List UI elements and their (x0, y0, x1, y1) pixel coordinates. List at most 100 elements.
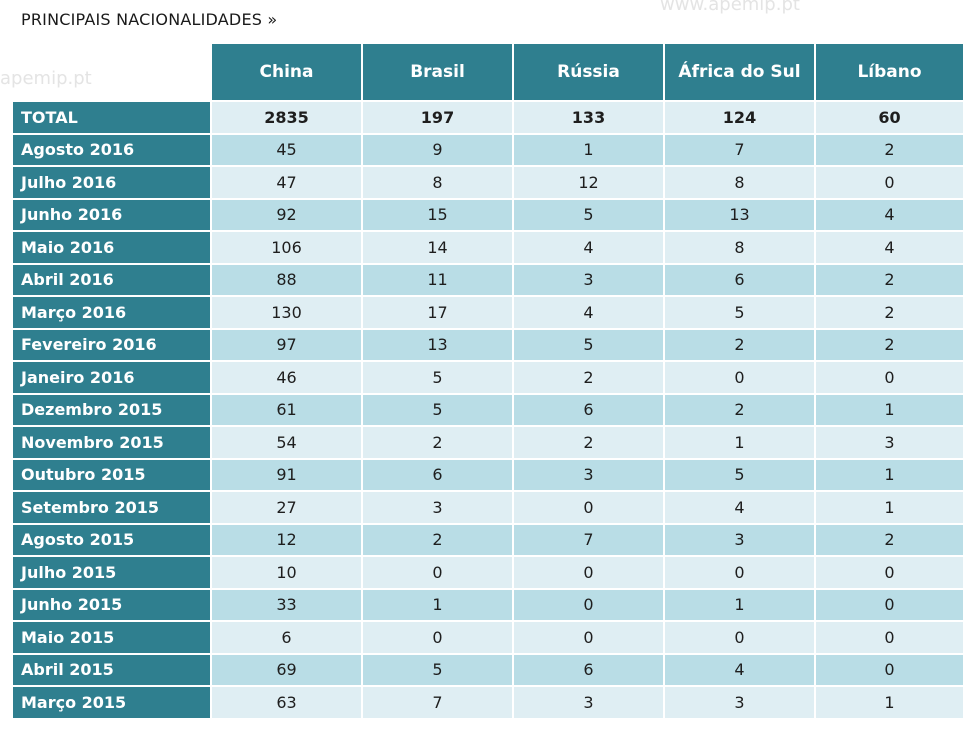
value-cell: 5 (363, 394, 514, 427)
row-label: Fevereiro 2016 (13, 329, 212, 362)
table-row: Abril 2015 69 5 6 4 0 (13, 654, 965, 687)
value-cell: 4 (665, 654, 816, 687)
row-label: Agosto 2015 (13, 524, 212, 557)
value-cell: 12 (514, 167, 665, 200)
nationalities-table: China Brasil Rússia África do Sul Líbano… (13, 44, 965, 720)
value-cell: 6 (514, 654, 665, 687)
table-body: TOTAL 2835 197 133 124 60 Agosto 2016 45 9 1 7 2 Jul… (13, 102, 965, 720)
row-label: Abril 2016 (13, 264, 212, 297)
value-cell: 2 (363, 524, 514, 557)
row-label: TOTAL (13, 102, 212, 135)
value-cell: 4 (816, 199, 965, 232)
corner-cell (13, 44, 212, 102)
table-row: Janeiro 2016 46 5 2 0 0 (13, 362, 965, 395)
column-header: China (212, 44, 363, 102)
value-cell: 47 (212, 167, 363, 200)
value-cell: 2 (816, 329, 965, 362)
value-cell: 5 (665, 459, 816, 492)
value-cell: 13 (363, 329, 514, 362)
value-cell: 3 (514, 459, 665, 492)
row-label: Abril 2015 (13, 654, 212, 687)
value-cell: 0 (363, 557, 514, 590)
table-row: Março 2015 63 7 3 3 1 (13, 687, 965, 720)
value-cell: 0 (665, 362, 816, 395)
value-cell: 3 (514, 264, 665, 297)
value-cell: 6 (363, 459, 514, 492)
value-cell: 1 (363, 589, 514, 622)
value-cell: 0 (514, 622, 665, 655)
watermark: apemip.pt (0, 68, 92, 89)
value-cell: 130 (212, 297, 363, 330)
value-cell: 3 (665, 524, 816, 557)
table-row: Maio 2015 6 0 0 0 0 (13, 622, 965, 655)
value-cell: 5 (363, 654, 514, 687)
row-label: Agosto 2016 (13, 134, 212, 167)
value-cell: 63 (212, 687, 363, 720)
row-label: Setembro 2015 (13, 492, 212, 525)
value-cell: 0 (514, 492, 665, 525)
value-cell: 2 (816, 524, 965, 557)
column-header: Rússia (514, 44, 665, 102)
value-cell: 3 (514, 687, 665, 720)
value-cell: 0 (514, 589, 665, 622)
value-cell: 17 (363, 297, 514, 330)
value-cell: 3 (665, 687, 816, 720)
value-cell: 4 (665, 492, 816, 525)
row-label: Março 2015 (13, 687, 212, 720)
row-label: Junho 2016 (13, 199, 212, 232)
value-cell: 2 (514, 427, 665, 460)
table-row: Novembro 2015 54 2 2 1 3 (13, 427, 965, 460)
row-label: Janeiro 2016 (13, 362, 212, 395)
value-cell: 45 (212, 134, 363, 167)
value-cell: 54 (212, 427, 363, 460)
value-cell: 2 (514, 362, 665, 395)
value-cell: 9 (363, 134, 514, 167)
value-cell: 3 (363, 492, 514, 525)
value-cell: 0 (816, 362, 965, 395)
value-cell: 4 (514, 297, 665, 330)
value-cell: 6 (665, 264, 816, 297)
value-cell: 0 (816, 557, 965, 590)
value-cell: 14 (363, 232, 514, 265)
value-cell: 6 (212, 622, 363, 655)
table-row: Abril 2016 88 11 3 6 2 (13, 264, 965, 297)
value-cell: 92 (212, 199, 363, 232)
row-label: Julho 2015 (13, 557, 212, 590)
table-row: Outubro 2015 91 6 3 5 1 (13, 459, 965, 492)
table-title: PRINCIPAIS NACIONALIDADES » (21, 10, 278, 29)
row-label: Julho 2016 (13, 167, 212, 200)
value-cell: 2 (665, 329, 816, 362)
value-cell: 88 (212, 264, 363, 297)
value-cell: 7 (514, 524, 665, 557)
value-cell: 27 (212, 492, 363, 525)
table-row: Maio 2016 106 14 4 8 4 (13, 232, 965, 265)
value-cell: 0 (363, 622, 514, 655)
value-cell: 60 (816, 102, 965, 135)
table-row: Junho 2015 33 1 0 1 0 (13, 589, 965, 622)
value-cell: 69 (212, 654, 363, 687)
value-cell: 3 (816, 427, 965, 460)
column-header: Brasil (363, 44, 514, 102)
value-cell: 13 (665, 199, 816, 232)
value-cell: 2 (816, 297, 965, 330)
table-row: Julho 2015 10 0 0 0 0 (13, 557, 965, 590)
value-cell: 1 (816, 687, 965, 720)
value-cell: 0 (665, 622, 816, 655)
table-row: Agosto 2016 45 9 1 7 2 (13, 134, 965, 167)
value-cell: 106 (212, 232, 363, 265)
value-cell: 97 (212, 329, 363, 362)
value-cell: 1 (816, 394, 965, 427)
value-cell: 2 (816, 264, 965, 297)
row-label: Maio 2015 (13, 622, 212, 655)
value-cell: 61 (212, 394, 363, 427)
value-cell: 2 (816, 134, 965, 167)
value-cell: 91 (212, 459, 363, 492)
row-label: Maio 2016 (13, 232, 212, 265)
value-cell: 2 (665, 394, 816, 427)
total-row: TOTAL 2835 197 133 124 60 (13, 102, 965, 135)
value-cell: 0 (816, 589, 965, 622)
value-cell: 46 (212, 362, 363, 395)
table-row: Julho 2016 47 8 12 8 0 (13, 167, 965, 200)
table-row: Agosto 2015 12 2 7 3 2 (13, 524, 965, 557)
value-cell: 1 (514, 134, 665, 167)
